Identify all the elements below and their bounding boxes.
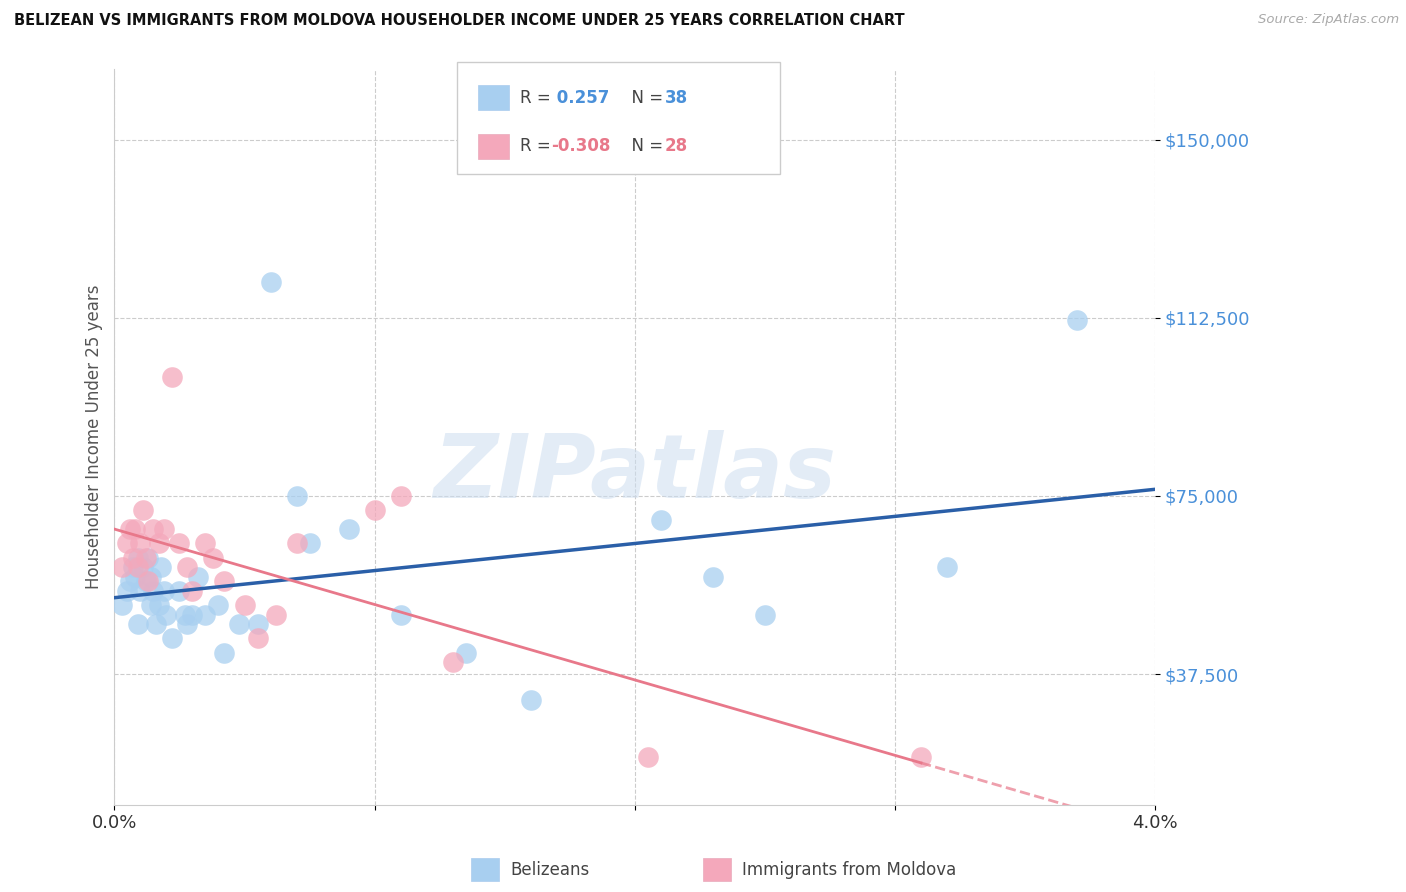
- Point: [363, 503, 385, 517]
- Point: [264, 607, 287, 622]
- Text: N =: N =: [621, 88, 669, 107]
- Point: [650, 513, 672, 527]
- Point: [176, 560, 198, 574]
- Point: [127, 550, 149, 565]
- Text: R =: R =: [520, 88, 557, 107]
- Point: [153, 522, 176, 536]
- Point: [111, 560, 134, 574]
- Point: [441, 655, 464, 669]
- Point: [118, 574, 141, 589]
- Point: [129, 584, 152, 599]
- Point: [936, 560, 959, 574]
- Point: [160, 632, 183, 646]
- Point: [132, 503, 155, 517]
- Point: [135, 574, 157, 589]
- Text: Source: ZipAtlas.com: Source: ZipAtlas.com: [1258, 13, 1399, 27]
- Point: [212, 574, 235, 589]
- Text: -0.308: -0.308: [551, 137, 610, 155]
- Point: [136, 574, 159, 589]
- Point: [259, 275, 281, 289]
- Point: [173, 607, 195, 622]
- Point: [135, 550, 157, 565]
- Point: [148, 598, 170, 612]
- Point: [142, 522, 165, 536]
- Point: [132, 560, 155, 574]
- Point: [202, 550, 225, 565]
- Text: 28: 28: [665, 137, 688, 155]
- Point: [124, 522, 146, 536]
- Point: [702, 570, 724, 584]
- Point: [160, 370, 183, 384]
- Point: [117, 584, 139, 599]
- Point: [142, 584, 165, 599]
- Point: [637, 750, 659, 764]
- Point: [389, 489, 412, 503]
- Point: [169, 536, 191, 550]
- Point: [117, 536, 139, 550]
- Point: [285, 489, 308, 503]
- Point: [169, 584, 191, 599]
- Point: [129, 536, 152, 550]
- Point: [181, 607, 204, 622]
- Point: [155, 607, 177, 622]
- Point: [153, 584, 176, 599]
- Point: [337, 522, 360, 536]
- Point: [754, 607, 776, 622]
- Point: [1066, 313, 1088, 327]
- Point: [124, 570, 146, 584]
- Point: [454, 646, 477, 660]
- Point: [121, 550, 143, 565]
- Text: 0.257: 0.257: [551, 88, 610, 107]
- Text: Immigrants from Moldova: Immigrants from Moldova: [742, 861, 956, 879]
- Point: [246, 632, 269, 646]
- Point: [150, 560, 173, 574]
- Point: [145, 617, 167, 632]
- Point: [187, 570, 209, 584]
- Text: R =: R =: [520, 137, 557, 155]
- Point: [139, 598, 162, 612]
- Text: N =: N =: [621, 137, 669, 155]
- Point: [212, 646, 235, 660]
- Point: [111, 598, 134, 612]
- Point: [148, 536, 170, 550]
- Text: 38: 38: [665, 88, 688, 107]
- Point: [176, 617, 198, 632]
- Text: Belizeans: Belizeans: [510, 861, 589, 879]
- Point: [246, 617, 269, 632]
- Point: [127, 617, 149, 632]
- Point: [181, 584, 204, 599]
- Point: [136, 550, 159, 565]
- Point: [389, 607, 412, 622]
- Point: [121, 560, 143, 574]
- Point: [139, 570, 162, 584]
- Y-axis label: Householder Income Under 25 years: Householder Income Under 25 years: [86, 285, 103, 589]
- Point: [910, 750, 932, 764]
- Point: [228, 617, 250, 632]
- Point: [233, 598, 256, 612]
- Point: [519, 693, 541, 707]
- Point: [207, 598, 229, 612]
- Text: ZIPatlas: ZIPatlas: [433, 430, 837, 516]
- Point: [194, 607, 217, 622]
- Point: [285, 536, 308, 550]
- Point: [298, 536, 321, 550]
- Point: [194, 536, 217, 550]
- Point: [127, 560, 149, 574]
- Text: BELIZEAN VS IMMIGRANTS FROM MOLDOVA HOUSEHOLDER INCOME UNDER 25 YEARS CORRELATIO: BELIZEAN VS IMMIGRANTS FROM MOLDOVA HOUS…: [14, 13, 904, 29]
- Point: [118, 522, 141, 536]
